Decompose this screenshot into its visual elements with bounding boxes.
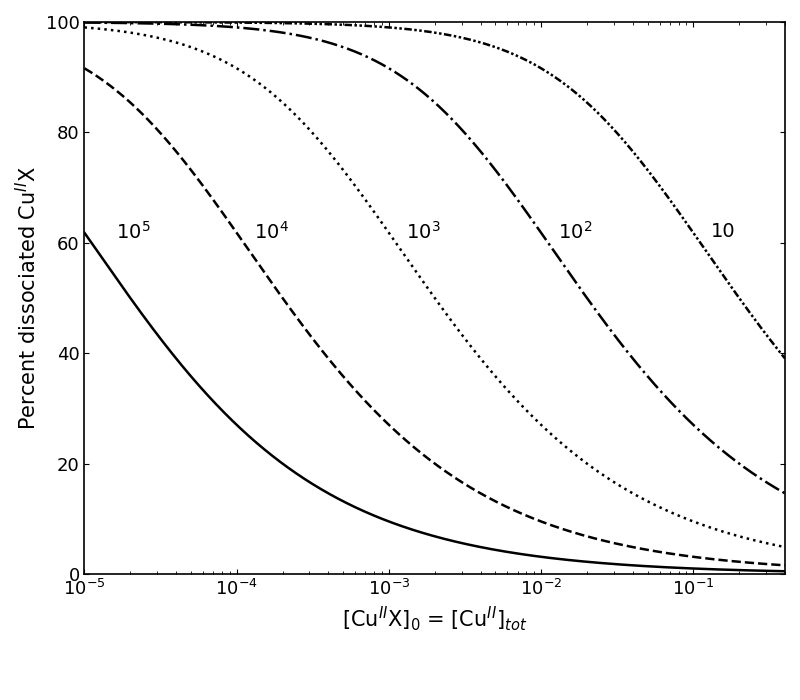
Text: $10^2$: $10^2$ bbox=[558, 220, 593, 243]
Text: 10: 10 bbox=[710, 223, 735, 241]
Y-axis label: Percent dissociated Cu$^{II}$X: Percent dissociated Cu$^{II}$X bbox=[15, 166, 40, 430]
Text: $10^3$: $10^3$ bbox=[406, 220, 441, 243]
Text: $10^4$: $10^4$ bbox=[254, 220, 289, 243]
X-axis label: [Cu$^{II}$X]$_0$ = [Cu$^{II}$]$_{tot}$: [Cu$^{II}$X]$_0$ = [Cu$^{II}$]$_{tot}$ bbox=[342, 605, 527, 634]
Text: $10^5$: $10^5$ bbox=[115, 220, 150, 243]
